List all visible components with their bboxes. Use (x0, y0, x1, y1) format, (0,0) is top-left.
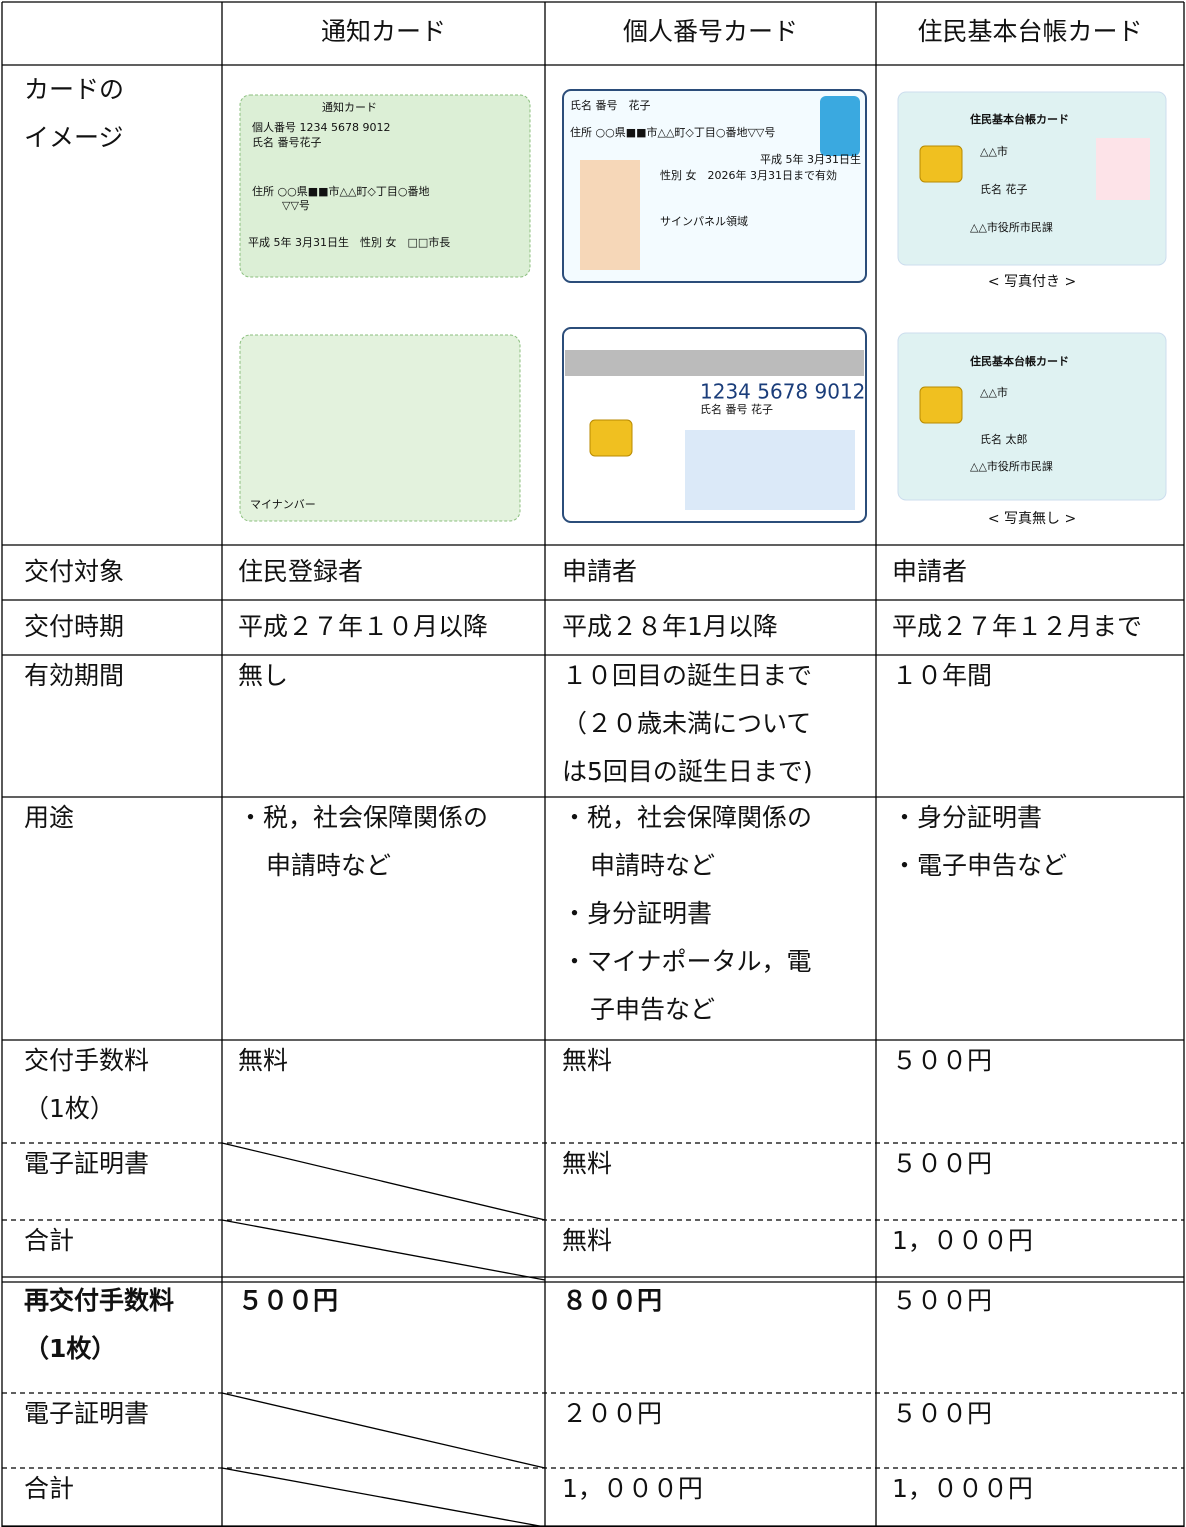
cell-text: （1枚） (24, 1334, 116, 1363)
card (239, 334, 521, 522)
chip (919, 145, 963, 183)
card-text: 住民基本台帳カード (970, 354, 1069, 368)
card-text: ▽▽号 (282, 199, 310, 212)
cell-text: 再交付手数料 (24, 1286, 174, 1315)
cell-text: 無し (238, 661, 288, 690)
cell-text: 合計 (24, 1474, 74, 1503)
card-text: 個人番号 1234 5678 9012 (252, 121, 390, 134)
card-text: マイナンバー (250, 498, 316, 511)
card-text: 1234 5678 9012 (700, 380, 865, 404)
card (897, 91, 1167, 266)
card-text: 住所 ○○県■■市△△町◇丁目○番地▽▽号 (570, 125, 775, 139)
cell-text: 用途 (24, 803, 74, 832)
chip (919, 386, 963, 424)
card-text: 性別 女 2026年 3月31日まで有効 (660, 168, 837, 182)
cell-text: 合計 (24, 1226, 74, 1255)
band (565, 350, 864, 376)
cell-text: 電子証明書 (24, 1399, 149, 1428)
cell-text: 住民基本台帳カード (917, 17, 1142, 46)
cell-text: ・身分証明書 (562, 899, 712, 928)
card-text: 平成 5年 3月31日生 性別 女 □□市長 (248, 235, 450, 249)
cell-text: 有効期間 (24, 661, 124, 690)
cell-text: 申請者 (562, 557, 637, 586)
cell-text: ５００円 (892, 1046, 992, 1075)
rule (221, 1392, 546, 1469)
card-text: △△市 (980, 385, 1008, 399)
card-text: 平成 5年 3月31日生 (760, 152, 861, 166)
panel (685, 430, 855, 510)
card-art (239, 89, 1167, 523)
cell-text: は5回目の誕生日まで) (562, 757, 813, 786)
cell-text: 住民登録者 (238, 557, 363, 586)
cell-text: ５００円 (892, 1286, 992, 1315)
cell-text: 申請者 (892, 557, 967, 586)
cell-text: ５００円 (238, 1286, 338, 1315)
chip (589, 419, 633, 457)
card-caption: < 写真付き > (988, 274, 1076, 290)
cell-text: ・税，社会保障関係の (238, 803, 488, 832)
cell-text: 平成２７年１０月以降 (238, 612, 488, 641)
card-text: 氏名 番号花子 (252, 135, 322, 149)
cell-text: ・税，社会保障関係の (562, 803, 812, 832)
card-text: 氏名 番号 花子 (570, 98, 651, 112)
card-text: 氏名 太郎 (980, 432, 1028, 446)
photo (580, 160, 640, 270)
cell-text: ・身分証明書 (892, 803, 1042, 832)
cell-text: （1枚） (24, 1094, 115, 1123)
card-text: △△市役所市民課 (970, 459, 1053, 473)
cell-text: 個人番号カード (623, 17, 798, 46)
cell-text: ５００円 (892, 1399, 992, 1428)
card (239, 94, 531, 278)
cell-text: イメージ (24, 123, 124, 152)
card (897, 332, 1167, 501)
cell-text: 電子証明書 (24, 1149, 149, 1178)
cell-text: 平成２７年１２月まで (892, 612, 1142, 641)
cell-text: 子申告など (590, 995, 715, 1024)
cell-text: 無料 (562, 1046, 612, 1075)
cell-text: ・マイナポータル，電 (562, 947, 812, 976)
card-text: 通知カード (322, 100, 377, 114)
card-text: サインパネル領域 (660, 214, 748, 228)
rule (221, 1467, 546, 1527)
cell-text: 1，０００円 (562, 1474, 703, 1503)
card-text: △△市役所市民課 (970, 220, 1053, 234)
icon (820, 96, 860, 156)
card-text: 氏名 番号 花子 (700, 402, 773, 416)
card-text: 氏名 花子 (980, 182, 1028, 196)
rule (221, 1142, 546, 1221)
cell-text: 交付時期 (24, 612, 124, 641)
cell-text: ２００円 (562, 1399, 662, 1428)
rule (221, 1219, 546, 1281)
card-caption: < 写真無し > (988, 511, 1076, 527)
card-text: 住民基本台帳カード (970, 112, 1069, 126)
cell-text: 交付手数料 (24, 1046, 149, 1075)
cell-text: 無料 (238, 1046, 288, 1075)
cell-text: 1，０００円 (892, 1226, 1033, 1255)
cell-text: 平成２８年1月以降 (562, 612, 778, 641)
cell-text: 通知カード (321, 17, 446, 46)
cell-text: ８００円 (562, 1286, 662, 1315)
card-text: 住所 ○○県■■市△△町◇丁目○番地 (252, 184, 429, 198)
cell-text: ・電子申告など (892, 851, 1067, 880)
cell-text: 1，０００円 (892, 1474, 1033, 1503)
cell-text: カードの (24, 75, 124, 104)
cell-text: 交付対象 (24, 557, 124, 586)
photo (1096, 138, 1150, 200)
cell-text: 無料 (562, 1226, 612, 1255)
cell-text: １０回目の誕生日まで (562, 661, 812, 690)
cell-text: 申請時など (266, 851, 391, 880)
cell-text: 無料 (562, 1149, 612, 1178)
cell-text: １０年間 (892, 661, 992, 690)
cell-text: ５００円 (892, 1149, 992, 1178)
card-text: △△市 (980, 144, 1008, 158)
cell-text: （２０歳未満について (562, 709, 811, 738)
cell-text: 申請時など (590, 851, 715, 880)
